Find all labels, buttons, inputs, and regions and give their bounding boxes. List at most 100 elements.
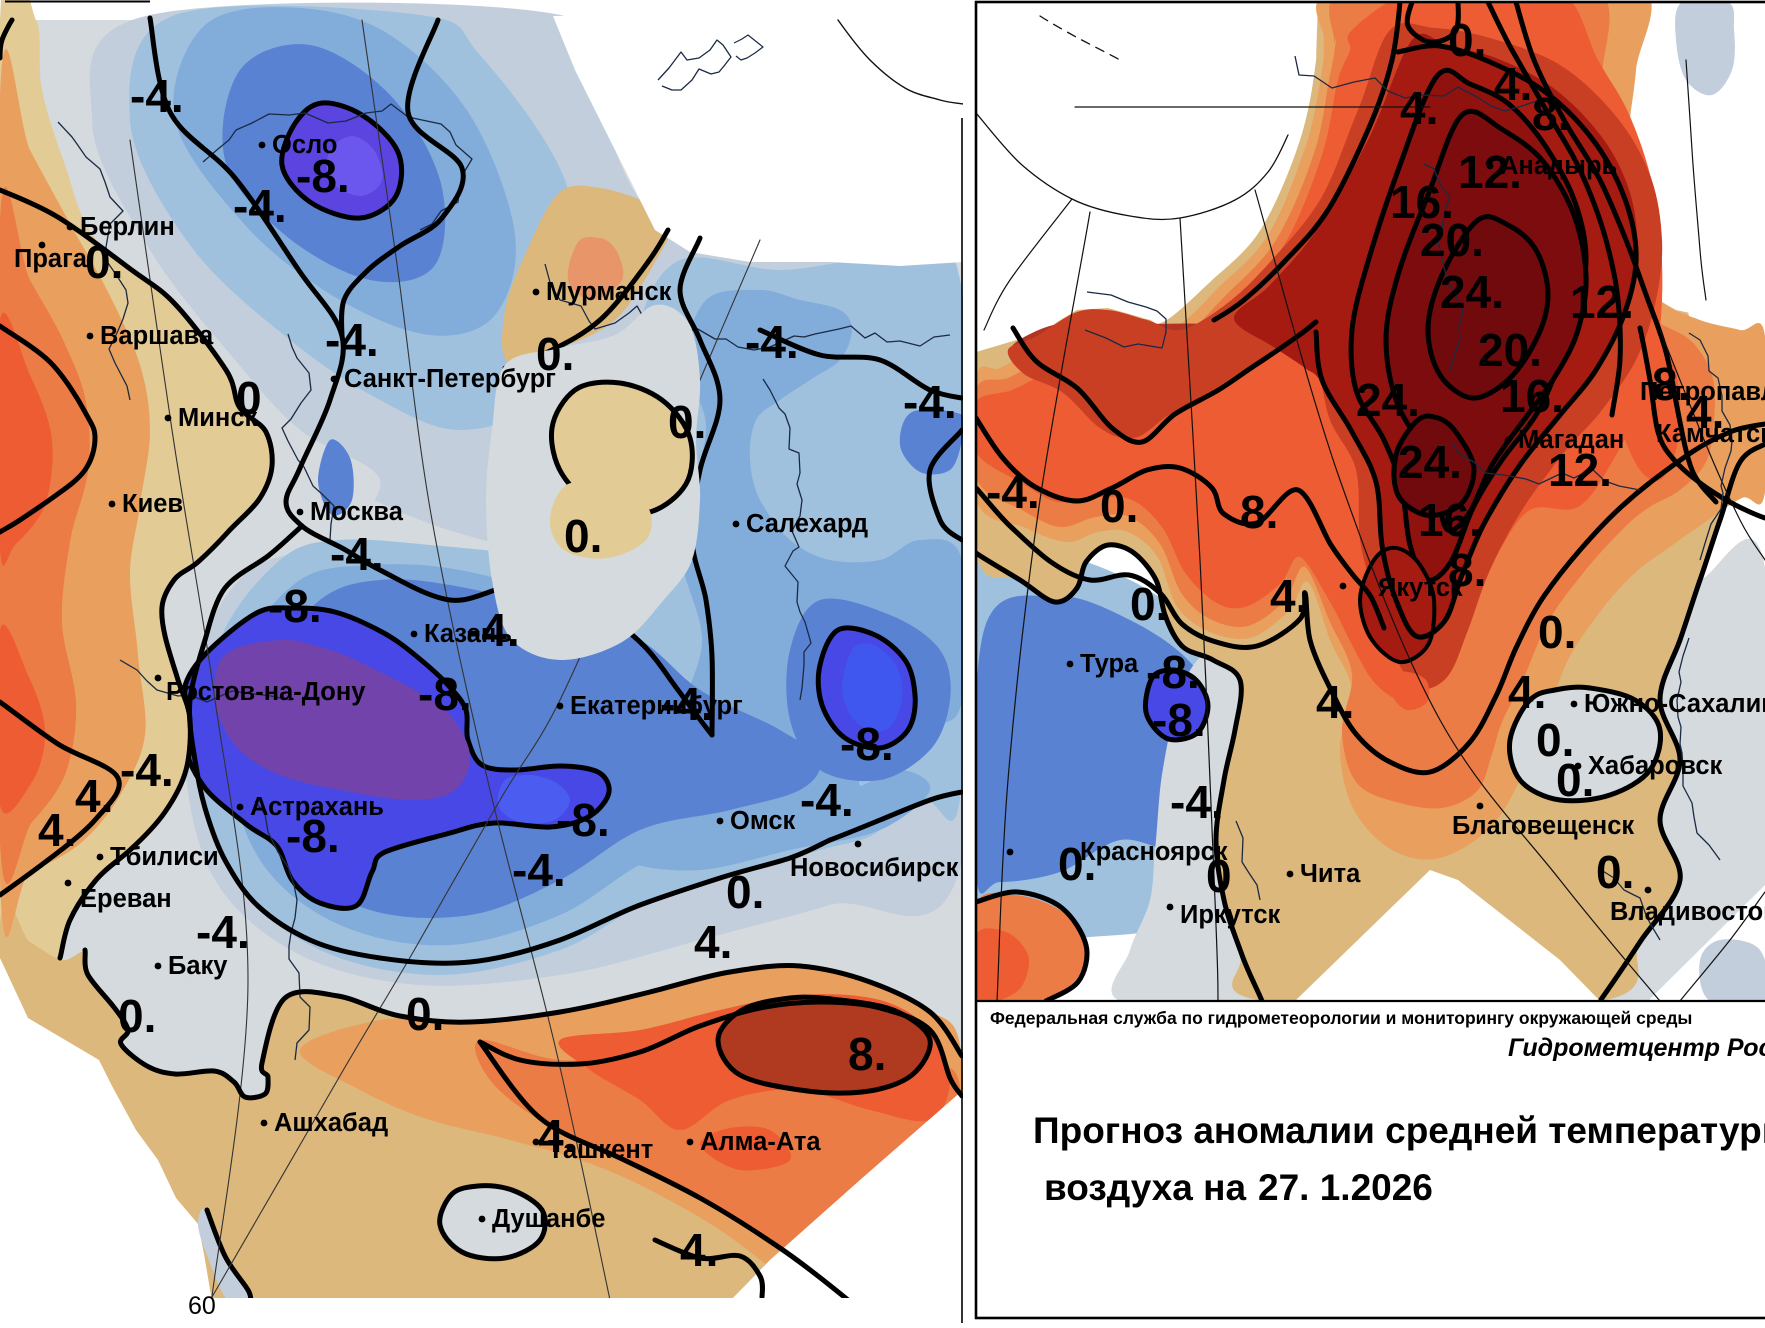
svg-text:Душанбе: Душанбе	[492, 1205, 605, 1233]
svg-text:0.: 0.	[1058, 838, 1096, 890]
svg-text:-8.: -8.	[1146, 646, 1200, 698]
svg-text:-8.: -8.	[840, 718, 894, 770]
svg-text:4.: 4.	[1400, 82, 1438, 134]
svg-text:-4.: -4.	[330, 528, 384, 580]
svg-text:Федеральная служба по гидромет: Федеральная служба по гидрометеорологии …	[990, 1008, 1692, 1028]
svg-text:Екатеринбург: Екатеринбург	[570, 692, 743, 720]
svg-text:27. 1.2026: 27. 1.2026	[1258, 1167, 1433, 1208]
svg-text:4.: 4.	[538, 1110, 576, 1162]
svg-text:Иркутск: Иркутск	[1180, 901, 1280, 929]
svg-text:-4.: -4.	[745, 316, 799, 368]
svg-text:Чита: Чита	[1300, 860, 1361, 888]
svg-text:-4.: -4.	[466, 604, 520, 656]
svg-text:8.: 8.	[848, 1028, 886, 1080]
svg-text:-4.: -4.	[233, 180, 287, 232]
svg-text:Благовещенск: Благовещенск	[1452, 812, 1634, 840]
svg-text:-8.: -8.	[556, 794, 610, 846]
svg-text:Ростов-на-Дону: Ростов-на-Дону	[166, 678, 366, 706]
svg-text:16.: 16.	[1500, 370, 1564, 422]
svg-text:Берлин: Берлин	[80, 213, 175, 241]
svg-text:Москва: Москва	[310, 498, 404, 526]
svg-text:-4.: -4.	[903, 376, 957, 428]
svg-text:-8.: -8.	[296, 150, 350, 202]
svg-text:Киев: Киев	[122, 490, 183, 518]
svg-text:0.: 0.	[1100, 480, 1138, 532]
svg-text:Прага: Прага	[14, 245, 88, 273]
svg-text:4.: 4.	[680, 1224, 718, 1276]
svg-text:Минск: Минск	[178, 404, 258, 432]
svg-text:-4.: -4.	[512, 844, 566, 896]
svg-text:Прогноз аномалии средней темпе: Прогноз аномалии средней температуры	[1033, 1110, 1765, 1151]
svg-text:0.: 0.	[118, 990, 156, 1042]
svg-text:0.: 0.	[85, 236, 123, 288]
svg-text:Гидрометцентр России: Гидрометцентр России	[1508, 1034, 1765, 1062]
svg-text:0.: 0.	[536, 328, 574, 380]
svg-text:Баку: Баку	[168, 952, 228, 980]
svg-text:16.: 16.	[1390, 176, 1454, 228]
svg-text:Новосибирск: Новосибирск	[790, 854, 959, 882]
svg-text:-4.: -4.	[1170, 776, 1224, 828]
svg-text:Красноярск: Красноярск	[1080, 838, 1228, 866]
svg-text:Хабаровск: Хабаровск	[1588, 752, 1722, 780]
svg-text:Владивосток: Владивосток	[1610, 898, 1765, 926]
svg-text:Казань: Казань	[424, 620, 512, 648]
svg-text:8.: 8.	[1652, 358, 1690, 410]
svg-text:Анадырь: Анадырь	[1500, 152, 1617, 180]
svg-text:-4.: -4.	[800, 774, 854, 826]
svg-text:0.: 0.	[1448, 14, 1486, 66]
svg-text:0.: 0.	[726, 866, 764, 918]
svg-text:4.: 4.	[1494, 58, 1532, 110]
svg-text:8.: 8.	[1240, 486, 1278, 538]
svg-text:12.: 12.	[1570, 276, 1634, 328]
svg-text:24.: 24.	[1440, 266, 1504, 318]
svg-text:16.: 16.	[1418, 494, 1482, 546]
svg-text:Петропавловск: Петропавловск	[1640, 378, 1765, 406]
svg-text:-8.: -8.	[418, 668, 472, 720]
svg-text:Мурманск: Мурманск	[546, 278, 672, 306]
svg-text:0.: 0.	[1130, 578, 1168, 630]
svg-text:24.: 24.	[1398, 436, 1462, 488]
svg-text:4.: 4.	[1686, 386, 1724, 438]
svg-text:Омск: Омск	[730, 807, 796, 835]
svg-text:0: 0	[1206, 850, 1232, 902]
svg-text:0.: 0.	[1556, 754, 1594, 806]
svg-text:-4.: -4.	[120, 744, 174, 796]
svg-text:20.: 20.	[1478, 324, 1542, 376]
svg-text:0: 0	[236, 372, 262, 424]
svg-text:0.: 0.	[564, 510, 602, 562]
svg-text:Варшава: Варшава	[100, 322, 214, 350]
svg-text:60: 60	[188, 1292, 216, 1320]
svg-text:-4.: -4.	[196, 906, 250, 958]
svg-text:24.: 24.	[1356, 374, 1420, 426]
svg-text:-8.: -8.	[268, 580, 322, 632]
svg-text:Камчатский: Камчатский	[1656, 420, 1765, 448]
svg-text:-8.: -8.	[286, 810, 340, 862]
svg-text:Салехард: Салехард	[746, 510, 868, 538]
svg-text:-8.: -8.	[1152, 694, 1206, 746]
svg-text:8.: 8.	[1532, 88, 1570, 140]
svg-text:Санкт-Петербург: Санкт-Петербург	[344, 365, 556, 393]
svg-text:Ташкент: Ташкент	[548, 1136, 653, 1164]
svg-text:Ашхабад: Ашхабад	[274, 1109, 388, 1137]
svg-text:Тура: Тура	[1080, 650, 1139, 678]
svg-text:0.: 0.	[406, 988, 444, 1040]
svg-text:4.: 4.	[1316, 676, 1354, 728]
svg-text:Алма-Ата: Алма-Ата	[700, 1128, 821, 1156]
svg-text:0.: 0.	[1596, 846, 1634, 898]
svg-text:4.: 4.	[694, 916, 732, 968]
svg-text:Тбилиси: Тбилиси	[110, 843, 219, 871]
svg-text:-4.: -4.	[986, 466, 1040, 518]
svg-text:Осло: Осло	[272, 131, 337, 159]
svg-text:воздуха на: воздуха на	[1044, 1167, 1247, 1208]
svg-text:Магадан: Магадан	[1518, 426, 1624, 454]
svg-text:8.: 8.	[1448, 544, 1486, 596]
svg-text:0.: 0.	[1538, 606, 1576, 658]
svg-text:-4.: -4.	[130, 70, 184, 122]
svg-text:0.: 0.	[668, 396, 706, 448]
svg-text:4.: 4.	[38, 804, 76, 856]
svg-text:Южно-Сахалин: Южно-Сахалин	[1584, 690, 1765, 718]
svg-text:4.: 4.	[75, 770, 113, 822]
svg-text:12.: 12.	[1458, 146, 1522, 198]
svg-text:Ереван: Ереван	[80, 885, 172, 913]
svg-text:0.: 0.	[1536, 714, 1574, 766]
